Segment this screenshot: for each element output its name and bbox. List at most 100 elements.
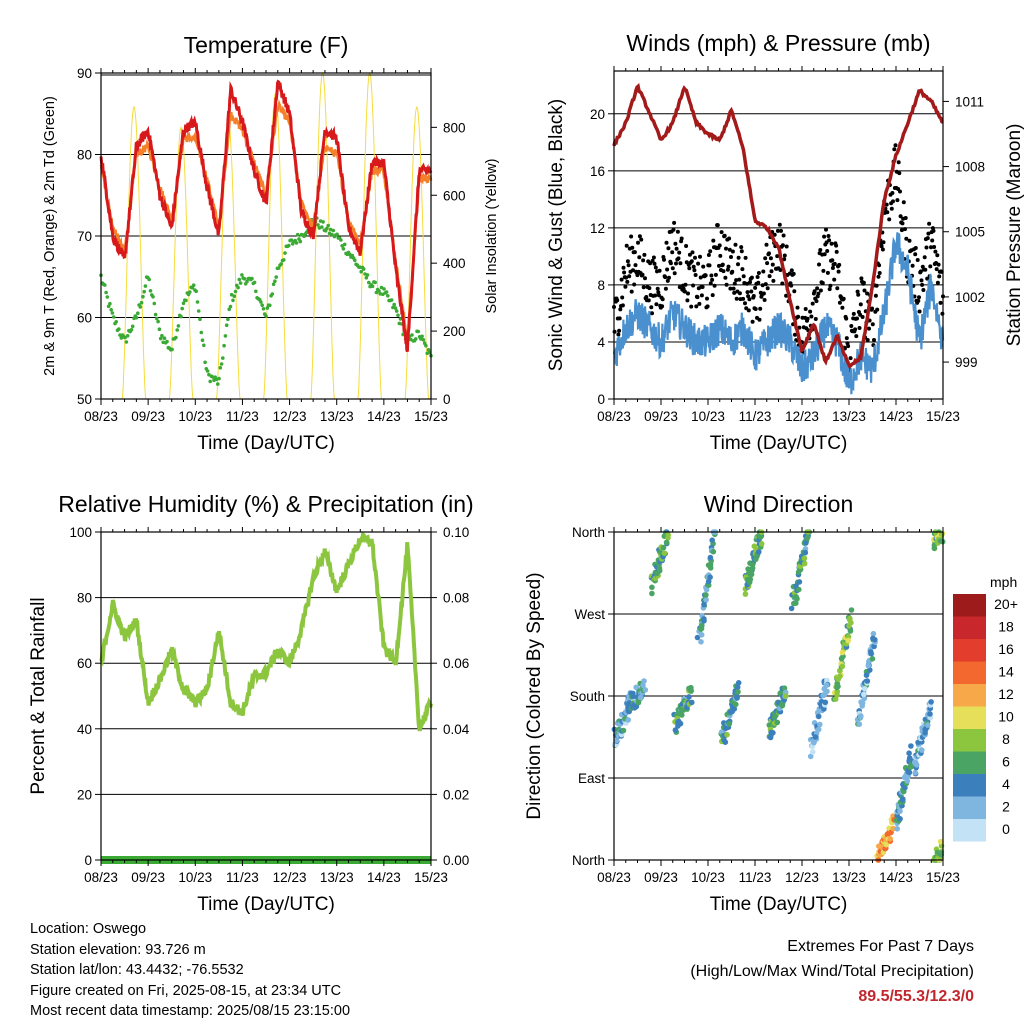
direction-point: [837, 673, 843, 680]
direction-point: [863, 672, 870, 678]
y-tick-label: West: [574, 607, 605, 622]
dewpoint-point: [219, 362, 224, 366]
dewpoint-point: [111, 315, 116, 319]
dewpoint-point: [165, 339, 169, 344]
dewpoint-point: [227, 307, 231, 312]
gust-point: [775, 254, 780, 259]
direction-point: [734, 684, 741, 691]
gust-point: [899, 228, 904, 233]
gust-point: [741, 274, 746, 279]
gust-point: [897, 171, 902, 176]
direction-point: [686, 694, 692, 700]
direction-point: [724, 731, 730, 738]
dewpoint-point: [377, 289, 381, 293]
gust-point: [708, 281, 713, 286]
y-tick-label: 50: [77, 392, 92, 407]
direction-point: [869, 656, 876, 662]
gust-point: [677, 250, 682, 255]
gust-point: [687, 266, 692, 271]
direction-point: [797, 563, 804, 570]
dewpoint-point: [259, 300, 263, 304]
direction-point: [938, 850, 944, 856]
y-right-tick-label: 0.10: [443, 525, 469, 540]
gust-point: [820, 281, 825, 285]
gust-point: [789, 268, 794, 273]
gust-point: [826, 234, 831, 238]
location-text: Location: Oswego: [30, 921, 147, 937]
gust-point: [937, 274, 942, 279]
gust-point: [741, 296, 746, 301]
gust-point: [709, 273, 714, 278]
gust-point: [805, 316, 810, 321]
direction-point: [707, 561, 714, 568]
gust-point: [876, 274, 881, 279]
gust-point: [706, 253, 711, 257]
y-right-tick-label: 999: [955, 355, 978, 370]
dewpoint-point: [325, 226, 329, 231]
dewpoint-point: [160, 333, 164, 338]
dewpoint-point: [342, 242, 347, 247]
gust-point: [753, 285, 758, 290]
direction-point: [707, 574, 713, 580]
dewpoint-point: [236, 285, 240, 290]
dewpoint-point: [260, 303, 265, 308]
gust-point: [926, 231, 931, 236]
gust-point: [791, 271, 796, 276]
gust-point: [782, 257, 787, 262]
dewpoint-point: [170, 347, 174, 352]
gust-point: [616, 332, 621, 337]
gust-point: [640, 272, 645, 277]
gust-point: [698, 254, 702, 259]
direction-point: [710, 548, 717, 555]
gust-point: [853, 327, 858, 332]
dewpoint-point: [367, 280, 371, 285]
gust-point: [904, 236, 909, 241]
gust-point: [828, 283, 833, 288]
gust-point: [733, 242, 738, 247]
gust-point: [727, 247, 732, 252]
direction-point: [847, 615, 853, 622]
gust-point: [933, 249, 938, 254]
direction-point: [931, 545, 938, 552]
dewpoint-point: [414, 337, 418, 341]
gust-point: [777, 222, 782, 227]
direction-point: [679, 712, 685, 718]
y-tick-label: 0: [84, 853, 92, 868]
dewpoint-point: [361, 267, 366, 271]
direction-point: [807, 753, 814, 760]
colorbar-label: 18: [998, 619, 1014, 635]
dewpoint-point: [229, 292, 234, 297]
recent-data-text: Most recent data timestamp: 2025/08/15 2…: [30, 1003, 351, 1019]
gust-point: [734, 296, 739, 301]
y-tick-label: 60: [77, 311, 92, 326]
gust-point: [919, 278, 924, 283]
direction-point: [726, 721, 733, 727]
gust-point: [881, 240, 886, 245]
dewpoint-point: [143, 284, 148, 288]
gust-point: [816, 291, 821, 296]
dewpoint-point: [261, 307, 266, 311]
gust-point: [763, 282, 768, 287]
dewpoint-point: [370, 284, 375, 289]
dewpoint-point: [222, 343, 226, 348]
gust-point: [642, 252, 647, 257]
gust-point: [617, 316, 622, 321]
dewpoint-point: [232, 294, 237, 299]
temperature-xlabel: Time (Day/UTC): [197, 433, 335, 454]
direction-point: [749, 561, 756, 568]
dewpoint-point: [196, 309, 201, 313]
dewpoint-point: [382, 287, 386, 291]
gust-point: [739, 249, 744, 254]
gust-point: [637, 234, 642, 239]
direction-point: [937, 838, 944, 845]
dewpoint-point: [114, 320, 118, 324]
dewpoint-point: [191, 283, 196, 288]
gust-point: [761, 291, 766, 296]
dewpoint-point: [335, 232, 339, 237]
y-tick-label: 40: [77, 722, 92, 737]
direction-point: [894, 826, 900, 832]
dewpoint-point: [208, 379, 212, 384]
dewpoint-point: [237, 277, 242, 282]
colorbar-swatch: [953, 796, 986, 819]
colorbar-label: 8: [1002, 731, 1010, 747]
